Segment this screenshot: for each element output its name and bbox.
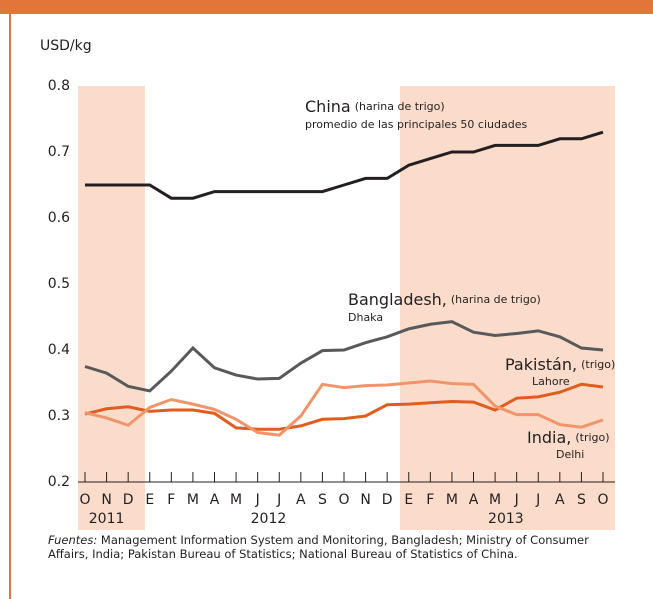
x-tick-label: E [404, 492, 413, 508]
x-tick-label: M [187, 492, 199, 508]
x-tick-label: J [276, 492, 281, 508]
series-note: (harina de trigo) [355, 100, 445, 113]
shade [400, 86, 615, 530]
source-text: Management Information System and Monito… [48, 533, 589, 561]
line [85, 130, 604, 200]
x-tick-label: O [338, 492, 349, 508]
series-label: China (harina de trigo) [305, 97, 445, 116]
series-sub: Delhi [556, 448, 584, 461]
y-tick-label: 0.3 [48, 408, 70, 424]
series-note: (trigo) [575, 431, 609, 444]
x-tick-label: O [597, 492, 608, 508]
x-tick-label: J [535, 492, 540, 508]
x-tick-label: A [296, 492, 306, 508]
x-tick-label: O [79, 492, 90, 508]
series-label: India, (trigo) [527, 428, 610, 447]
year-label: 2012 [251, 511, 287, 527]
series-name: China [305, 97, 351, 116]
x-tick-label: J [514, 492, 519, 508]
x-tick-label: F [167, 492, 175, 508]
left-border [9, 530, 11, 599]
series-name: India, [527, 428, 571, 447]
y-tick-label: 0.2 [48, 474, 70, 490]
series-label: Pakistán, (trigo) [505, 355, 615, 374]
x-tick-label: M [489, 492, 501, 508]
line [84, 382, 604, 431]
series-note: (harina de trigo) [451, 293, 541, 306]
y-tick-label: 0.4 [48, 342, 70, 358]
x-tick-label: N [360, 492, 370, 508]
y-tick-label: 0.5 [48, 276, 70, 292]
x-tick-label: D [382, 492, 393, 508]
x-tick-label: D [123, 492, 134, 508]
shade [78, 86, 145, 530]
left-border [9, 14, 11, 530]
x-tick-label: M [230, 492, 242, 508]
series-name: Pakistán, [505, 355, 577, 374]
series-sub: Dhaka [348, 311, 383, 324]
x-tick-label: A [469, 492, 479, 508]
x-tick-label: A [210, 492, 220, 508]
x-tick-label: M [446, 492, 458, 508]
line [84, 379, 604, 437]
series-sub: promedio de las principales 50 ciudades [305, 118, 527, 131]
x-tick-label: S [577, 492, 586, 508]
y-tick-label: 0.7 [48, 144, 70, 160]
y-tick-label: 0.6 [48, 210, 70, 226]
line [84, 320, 604, 393]
x-tick-label: E [145, 492, 154, 508]
source-label: Fuentes: [48, 533, 98, 547]
x-tick-label: J [255, 492, 260, 508]
x-tick-label: F [426, 492, 434, 508]
x-tick-label: N [101, 492, 111, 508]
x-tick-label: A [555, 492, 565, 508]
chart: USD/kg 0.20.30.40.50.60.70.8O N D E F M A M J J A S… [0, 0, 653, 530]
source-note: Fuentes: Management Information System a… [48, 533, 608, 561]
year-label: 2011 [89, 511, 125, 527]
series-note: (trigo) [581, 358, 615, 371]
series-name: Bangladesh, [348, 290, 447, 309]
top-band [0, 0, 653, 14]
year-label: 2013 [488, 511, 524, 527]
y-tick-label: 0.8 [48, 78, 70, 94]
x-tick-label: S [318, 492, 327, 508]
series-sub: Lahore [532, 375, 570, 388]
y-axis-label: USD/kg [40, 38, 92, 54]
series-label: Bangladesh, (harina de trigo) [348, 290, 541, 309]
